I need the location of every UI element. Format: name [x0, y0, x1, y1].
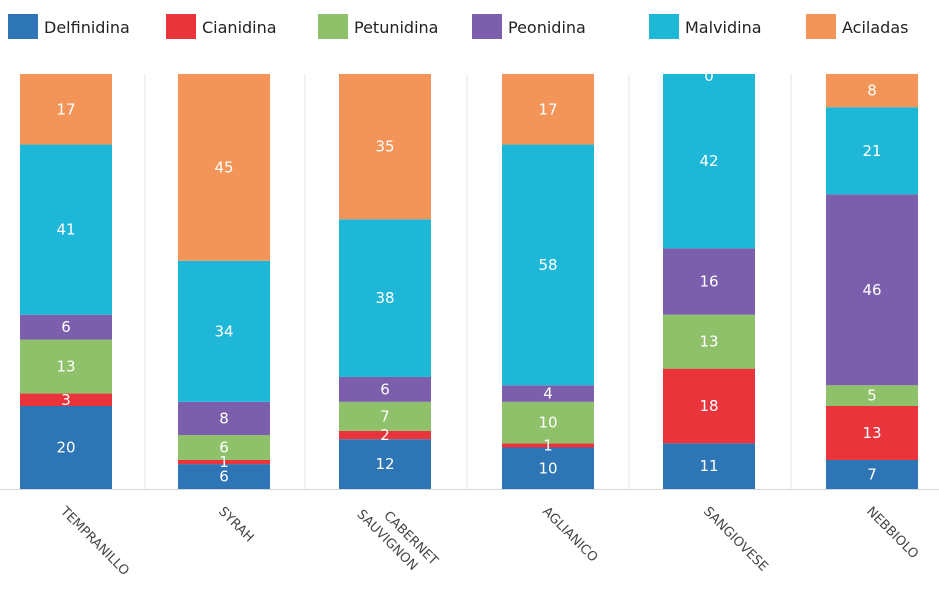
data-label-tempranillo-cianidina: 3	[61, 391, 71, 409]
data-label-sangiovese-aciladas: 0	[704, 67, 714, 85]
data-label-aglianico-cianidina: 1	[543, 436, 553, 454]
data-label-cabernet-sauvignon-delfinidina: 12	[375, 455, 394, 473]
data-label-cabernet-sauvignon-cianidina: 2	[380, 426, 390, 444]
data-label-nebbiolo-aciladas: 8	[867, 82, 877, 100]
legend-label-peonidina: Peonidina	[508, 18, 586, 37]
legend-swatch-petunidina	[318, 14, 348, 39]
data-label-cabernet-sauvignon-petunidina: 7	[380, 407, 390, 425]
category-label-tempranillo: TEMPRANILLO	[56, 504, 131, 579]
legend-swatch-peonidina	[472, 14, 502, 39]
data-label-sangiovese-petunidina: 13	[699, 333, 718, 351]
data-label-sangiovese-delfinidina: 11	[699, 457, 718, 475]
legend-label-malvidina: Malvidina	[685, 18, 762, 37]
data-label-nebbiolo-peonidina: 46	[862, 281, 881, 299]
bar-segment-sangiovese-peonidina	[663, 248, 755, 315]
legend: Delfinidina Cianidina Petunidina Peonidina M…	[8, 14, 908, 39]
bar-segment-syrah-peonidina	[178, 401, 270, 436]
bar-segment-aglianico-aciladas	[502, 74, 594, 145]
category-labels: TEMPRANILLO SYRAH CABERNETSAUVIGNON AGLIANI…	[56, 494, 921, 581]
bar-segment-sangiovese-malvidina	[663, 74, 755, 249]
bar-segment-nebbiolo-malvidina	[826, 107, 918, 195]
data-label-aglianico-petunidina: 10	[538, 414, 557, 432]
data-label-nebbiolo-cianidina: 13	[862, 424, 881, 442]
data-label-nebbiolo-petunidina: 5	[867, 387, 877, 405]
bar-segment-cabernet-sauvignon-petunidina	[339, 401, 431, 431]
category-label-aglianico: AGLIANICO	[539, 504, 600, 565]
data-label-cabernet-sauvignon-peonidina: 6	[380, 380, 390, 398]
data-label-syrah-cianidina: 1	[219, 453, 229, 471]
legend-swatch-malvidina	[649, 14, 679, 39]
bar-segment-cabernet-sauvignon-delfinidina	[339, 439, 431, 489]
bar-segment-sangiovese-petunidina	[663, 314, 755, 369]
data-label-aglianico-peonidina: 4	[543, 385, 553, 403]
data-label-aglianico-malvidina: 58	[538, 256, 557, 274]
data-label-syrah-malvidina: 34	[214, 322, 233, 340]
bar-segment-aglianico-peonidina	[502, 385, 594, 402]
data-label-syrah-delfinidina: 6	[219, 468, 229, 486]
legend-label-aciladas: Aciladas	[842, 18, 908, 37]
data-label-syrah-aciladas: 45	[214, 158, 233, 176]
bar-segment-aglianico-petunidina	[502, 401, 594, 444]
data-labels: 2031364117616834451227638351011045817111…	[56, 67, 881, 486]
bar-segment-tempranillo-cianidina	[20, 393, 112, 406]
legend-swatch-delfinidina	[8, 14, 38, 39]
legend-swatch-aciladas	[806, 14, 836, 39]
bar-segment-cabernet-sauvignon-cianidina	[339, 430, 431, 440]
legend-label-cianidina: Cianidina	[202, 18, 277, 37]
data-label-nebbiolo-delfinidina: 7	[867, 465, 877, 483]
data-label-aglianico-aciladas: 17	[538, 100, 557, 118]
bar-segment-sangiovese-delfinidina	[663, 443, 755, 489]
bar-segment-aglianico-malvidina	[502, 144, 594, 386]
bar-segment-tempranillo-aciladas	[20, 74, 112, 145]
data-label-aglianico-delfinidina: 10	[538, 459, 557, 477]
bar-segment-cabernet-sauvignon-malvidina	[339, 219, 431, 377]
bar-segment-tempranillo-delfinidina	[20, 406, 112, 489]
bar-segment-nebbiolo-cianidina	[826, 406, 918, 460]
bar-segment-syrah-malvidina	[178, 260, 270, 402]
data-label-sangiovese-peonidina: 16	[699, 273, 718, 291]
bar-segment-syrah-aciladas	[178, 74, 270, 261]
legend-label-delfinidina: Delfinidina	[44, 18, 130, 37]
category-label-sangiovese: SANGIOVESE	[700, 504, 770, 574]
data-label-sangiovese-malvidina: 42	[699, 152, 718, 170]
legend-swatch-cianidina	[166, 14, 196, 39]
bar-segment-tempranillo-petunidina	[20, 339, 112, 394]
category-label-syrah: SYRAH	[215, 504, 256, 545]
category-separators	[0, 74, 939, 490]
bar-segment-cabernet-sauvignon-aciladas	[339, 74, 431, 220]
bar-segment-syrah-delfinidina	[178, 464, 270, 489]
bar-segment-tempranillo-malvidina	[20, 144, 112, 315]
bar-segment-aglianico-delfinidina	[502, 447, 594, 489]
data-label-tempranillo-peonidina: 6	[61, 318, 71, 336]
bar-segment-nebbiolo-aciladas	[826, 74, 918, 108]
data-label-nebbiolo-malvidina: 21	[862, 142, 881, 160]
data-label-syrah-petunidina: 6	[219, 439, 229, 457]
category-label-cabernet-sauvignon: CABERNETSAUVIGNON	[354, 494, 441, 581]
data-label-tempranillo-delfinidina: 20	[56, 439, 75, 457]
data-label-sangiovese-cianidina: 18	[699, 397, 718, 415]
data-label-cabernet-sauvignon-malvidina: 38	[375, 289, 394, 307]
data-label-tempranillo-malvidina: 41	[56, 221, 75, 239]
bar-segment-syrah-petunidina	[178, 435, 270, 460]
legend-label-petunidina: Petunidina	[354, 18, 438, 37]
bar-segment-sangiovese-cianidina	[663, 368, 755, 444]
data-label-syrah-peonidina: 8	[219, 409, 229, 427]
data-label-tempranillo-petunidina: 13	[56, 358, 75, 376]
data-label-tempranillo-aciladas: 17	[56, 100, 75, 118]
bar-segment-cabernet-sauvignon-peonidina	[339, 376, 431, 402]
bar-segment-aglianico-cianidina	[502, 443, 594, 448]
bar-segment-syrah-cianidina	[178, 459, 270, 465]
bar-segment-nebbiolo-petunidina	[826, 385, 918, 406]
data-label-cabernet-sauvignon-aciladas: 35	[375, 138, 394, 156]
bar-segment-nebbiolo-peonidina	[826, 194, 918, 386]
category-label-nebbiolo: NEBBIOLO	[863, 504, 921, 562]
bar-segment-nebbiolo-delfinidina	[826, 459, 918, 489]
bar-segment-tempranillo-peonidina	[20, 314, 112, 340]
bars	[20, 74, 918, 489]
